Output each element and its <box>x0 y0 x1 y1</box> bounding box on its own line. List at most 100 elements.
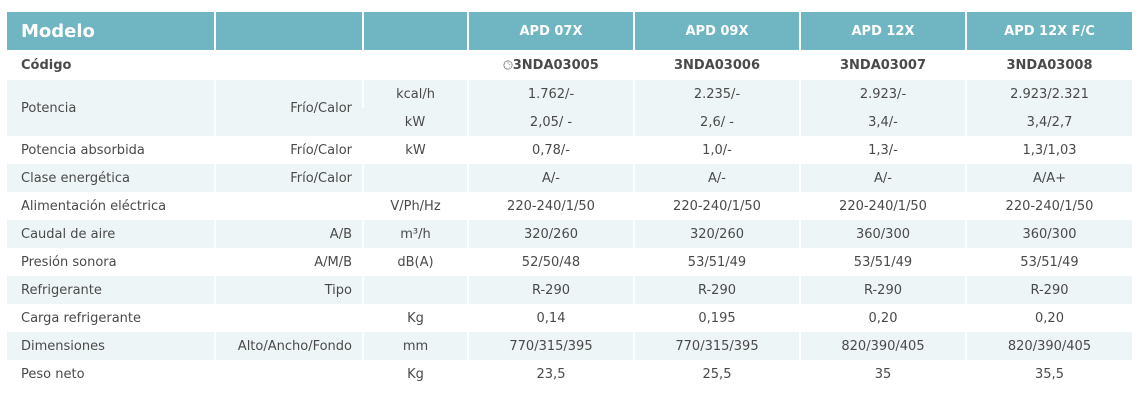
code-value: 3NDA03005 <box>512 57 599 73</box>
row-unit: mm <box>362 332 468 360</box>
spec-table: Modelo APD 07X APD 09X APD 12X APD 12X F… <box>7 12 1132 388</box>
row-label: Potencia absorbida <box>21 142 145 158</box>
cell-value: 0,195 <box>633 304 800 332</box>
cell-value: 220-240/1/50 <box>633 192 800 220</box>
cell-value: 0,20 <box>965 304 1132 332</box>
cell-value: 3,4/- <box>799 108 966 136</box>
table-row: Carga refrigerante Kg 0,14 0,195 0,20 0,20 <box>7 304 1132 332</box>
cell-value: 220-240/1/50 <box>467 192 634 220</box>
cell-value: 220-240/1/50 <box>799 192 966 220</box>
empty-header <box>362 12 468 50</box>
row-sublabel <box>214 304 363 332</box>
table-row: Peso neto Kg 23,5 25,5 35 35,5 <box>7 360 1132 388</box>
cell-value: 770/315/395 <box>633 332 800 360</box>
cell-value: 770/315/395 <box>467 332 634 360</box>
cell-value: 0,14 <box>467 304 634 332</box>
row-unit: m³/h <box>362 220 468 248</box>
row-unit: dB(A) <box>362 248 468 276</box>
row-unit <box>362 276 468 304</box>
model-header: Modelo <box>7 12 215 50</box>
cell-value: 53/51/49 <box>965 248 1132 276</box>
clock-icon: 🕒︎ <box>503 57 513 72</box>
row-sublabel: Frío/Calor <box>214 80 363 136</box>
cell-value: 35,5 <box>965 360 1132 388</box>
cell-value: A/A+ <box>965 164 1132 192</box>
cell-value: R-290 <box>633 276 800 304</box>
cell-value: 52/50/48 <box>467 248 634 276</box>
cell-value: R-290 <box>467 276 634 304</box>
row-sublabel: Alto/Ancho/Fondo <box>214 332 363 360</box>
row-label: Potencia <box>7 80 215 136</box>
cell-value: 53/51/49 <box>633 248 800 276</box>
cell-value: 0,20 <box>799 304 966 332</box>
model-name: APD 12X F/C <box>965 12 1132 50</box>
cell-value: 820/390/405 <box>965 332 1132 360</box>
cell-value: 53/51/49 <box>799 248 966 276</box>
row-label: Alimentación eléctrica <box>21 198 167 214</box>
row-sublabel: Frío/Calor <box>214 164 363 192</box>
table-row: Presión sonora A/M/B dB(A) 52/50/48 53/51/49… <box>7 248 1132 276</box>
table-row: Caudal de aire A/B m³/h 320/260 320/260 360/3… <box>7 220 1132 248</box>
table-row: Potencia Frío/Calor kcal/h 1.762/- 2.235… <box>7 80 1132 136</box>
row-sublabel: Frío/Calor <box>214 136 363 164</box>
row-sublabel <box>214 192 363 220</box>
cell-value: 820/390/405 <box>799 332 966 360</box>
cell-value: 2,6/ - <box>633 108 800 136</box>
table-row: kW 2,05/ - 2,6/ - 3,4/- 3,4/2,7 <box>7 108 1132 136</box>
cell-value: 320/260 <box>633 220 800 248</box>
cell-value: 2,05/ - <box>467 108 634 136</box>
row-label: Caudal de aire <box>7 220 215 248</box>
table-row: Refrigerante Tipo R-290 R-290 R-290 R-290 <box>7 276 1132 304</box>
cell-value: 1,3/- <box>799 136 966 164</box>
row-label: Dimensiones <box>7 332 215 360</box>
row-label: Peso neto <box>21 366 85 382</box>
cell-value: R-290 <box>965 276 1132 304</box>
cell-value: 2.235/- <box>633 80 800 108</box>
row-label: Refrigerante <box>7 276 215 304</box>
cell-value: A/- <box>633 164 800 192</box>
model-name: APD 09X <box>633 12 800 50</box>
cell-value: 23,5 <box>467 360 634 388</box>
cell-value: 3,4/2,7 <box>965 108 1132 136</box>
cell-value: 1,0/- <box>633 136 800 164</box>
empty-header <box>214 12 363 50</box>
model-name: APD 07X <box>467 12 634 50</box>
header-row: Modelo APD 07X APD 09X APD 12X APD 12X F… <box>7 12 1132 50</box>
row-label: Clase energética <box>7 164 215 192</box>
table-row: Código 🕒︎3NDA03005 3NDA03006 3NDA03007 3… <box>7 50 1132 80</box>
table-row: Clase energética Frío/Calor A/- A/- A/- A/A+ <box>7 164 1132 192</box>
row-label: Carga refrigerante <box>21 310 141 326</box>
cell-value: 1,3/1,03 <box>965 136 1132 164</box>
cell-value: R-290 <box>799 276 966 304</box>
cell-value: 25,5 <box>633 360 800 388</box>
row-unit: kcal/h <box>362 80 468 108</box>
cell-value: 0,78/- <box>467 136 634 164</box>
cell-value: 2.923/- <box>799 80 966 108</box>
cell-value: 2.923/2.321 <box>965 80 1132 108</box>
cell-value: 320/260 <box>467 220 634 248</box>
row-unit: kW <box>363 108 468 136</box>
cell-value: 360/300 <box>799 220 966 248</box>
row-sublabel <box>214 360 363 388</box>
table-row: Alimentación eléctrica V/Ph/Hz 220-240/1/5… <box>7 192 1132 220</box>
row-unit <box>362 164 468 192</box>
model-name: APD 12X <box>799 12 966 50</box>
cell-value: A/- <box>467 164 634 192</box>
table-row: Potencia absorbida Frío/Calor kW 0,78/- 1,0/… <box>7 136 1132 164</box>
row-unit: V/Ph/Hz <box>362 192 468 220</box>
cell-value: 35 <box>799 360 966 388</box>
row-unit: Kg <box>362 360 468 388</box>
row-sublabel: A/M/B <box>214 248 363 276</box>
cell-value: 1.762/- <box>467 80 634 108</box>
row-unit: Kg <box>362 304 468 332</box>
row-label: Presión sonora <box>21 254 117 270</box>
code-value: 3NDA03007 <box>799 50 966 80</box>
row-sublabel: A/B <box>214 220 363 248</box>
cell-value: 220-240/1/50 <box>965 192 1132 220</box>
code-value: 3NDA03008 <box>965 50 1132 80</box>
table-row: Dimensiones Alto/Ancho/Fondo mm 770/315/395… <box>7 332 1132 360</box>
row-unit: kW <box>362 136 468 164</box>
cell-value: 360/300 <box>965 220 1132 248</box>
row-sublabel: Tipo <box>214 276 363 304</box>
row-label: Código <box>21 57 72 73</box>
